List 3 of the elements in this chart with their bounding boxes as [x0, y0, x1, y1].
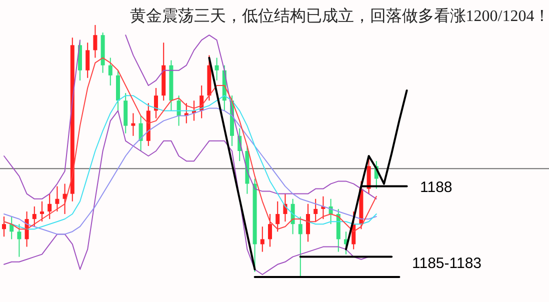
text: 1188 [420, 179, 452, 196]
text: 1185-1183 [412, 255, 482, 272]
chart-title: 黄金震荡三天，低位结构已成立，回落做多看涨1200/1204！ [130, 7, 549, 25]
